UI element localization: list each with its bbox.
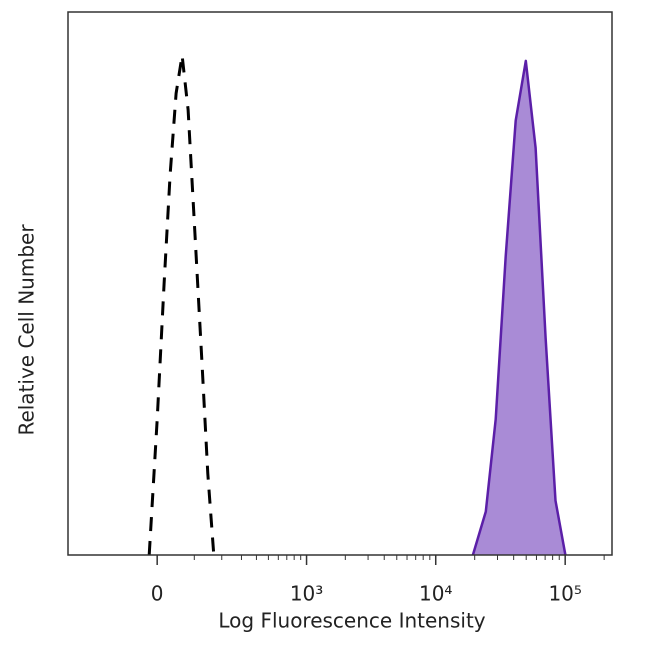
x-tick-label: 10⁵ xyxy=(548,582,581,606)
x-tick-label: 0 xyxy=(151,582,164,606)
x-axis-label: Log Fluorescence Intensity xyxy=(218,609,485,633)
line xyxy=(147,53,216,556)
x-tick-label: 10⁴ xyxy=(419,582,452,606)
line xyxy=(471,59,567,556)
y-axis-label: Relative Cell Number xyxy=(15,224,39,436)
area xyxy=(472,60,566,556)
plot-frame xyxy=(67,11,613,556)
x-tick-label: 10³ xyxy=(290,582,323,606)
